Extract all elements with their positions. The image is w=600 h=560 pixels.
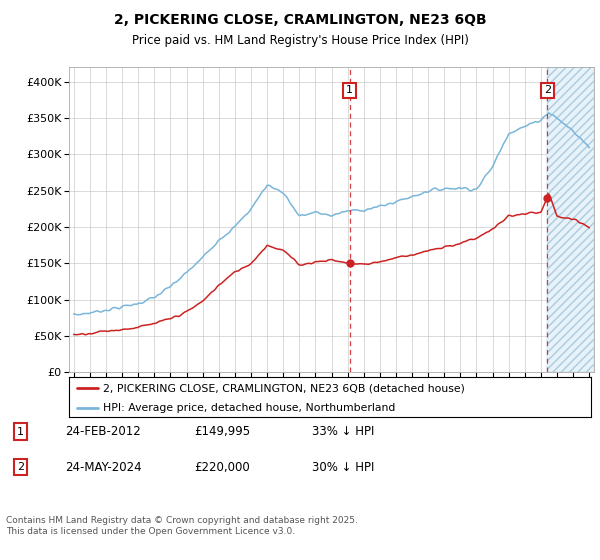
Text: 2, PICKERING CLOSE, CRAMLINGTON, NE23 6QB (detached house): 2, PICKERING CLOSE, CRAMLINGTON, NE23 6Q… [103, 383, 465, 393]
Text: 2, PICKERING CLOSE, CRAMLINGTON, NE23 6QB: 2, PICKERING CLOSE, CRAMLINGTON, NE23 6Q… [113, 13, 487, 27]
Text: Contains HM Land Registry data © Crown copyright and database right 2025.
This d: Contains HM Land Registry data © Crown c… [6, 516, 358, 536]
Text: 1: 1 [17, 427, 24, 437]
Text: 2: 2 [544, 86, 551, 95]
Text: £149,995: £149,995 [194, 425, 250, 438]
Text: 1: 1 [346, 86, 353, 95]
Bar [547, 67, 594, 372]
Text: 2: 2 [17, 462, 24, 472]
Text: 33% ↓ HPI: 33% ↓ HPI [312, 425, 374, 438]
Text: 24-FEB-2012: 24-FEB-2012 [65, 425, 140, 438]
Text: HPI: Average price, detached house, Northumberland: HPI: Average price, detached house, Nort… [103, 403, 395, 413]
Text: 24-MAY-2024: 24-MAY-2024 [65, 460, 142, 474]
Text: 30% ↓ HPI: 30% ↓ HPI [312, 460, 374, 474]
Text: £220,000: £220,000 [194, 460, 250, 474]
Text: Price paid vs. HM Land Registry's House Price Index (HPI): Price paid vs. HM Land Registry's House … [131, 34, 469, 47]
